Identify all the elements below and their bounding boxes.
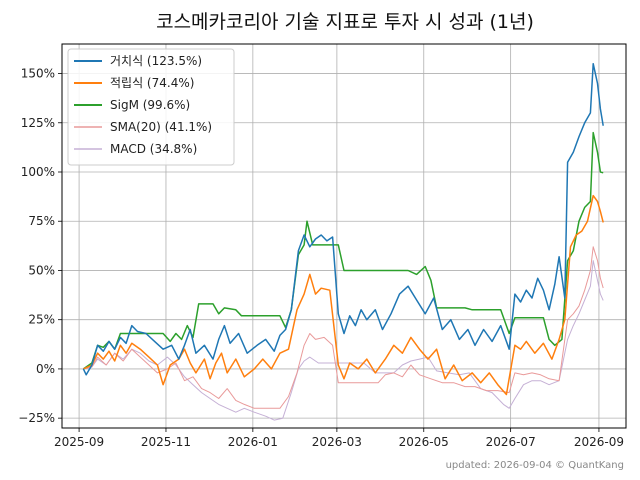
chart-title: 코스메카코리아 기술 지표로 투자 시 성과 (1년) (156, 11, 534, 33)
y-axis-ticks: −25% 0% 25% 50% 75% 100% 125% 150% (18, 67, 62, 425)
x-tick-label: 2026-07 (486, 435, 536, 449)
y-tick-label: 0% (36, 362, 55, 376)
x-tick-label: 2026-01 (228, 435, 278, 449)
legend-label-4: MACD (34.8%) (110, 142, 197, 156)
x-tick-label: 2025-09 (54, 435, 104, 449)
legend-label-3: SMA(20) (41.1%) (110, 120, 212, 134)
footer-credit: updated: 2026-09-04 © QuantKang (446, 460, 624, 471)
series-line-0 (82, 62, 604, 376)
y-tick-label: 75% (28, 214, 55, 228)
legend-label-2: SigM (99.6%) (110, 98, 190, 112)
y-tick-label: 150% (21, 67, 55, 81)
series-line-2 (82, 131, 604, 370)
y-tick-label: 100% (21, 165, 55, 179)
y-tick-label: 25% (28, 313, 55, 327)
legend-label-0: 거치식 (123.5%) (110, 54, 202, 68)
x-tick-label: 2026-05 (399, 435, 449, 449)
legend-label-1: 적립식 (74.4%) (110, 76, 194, 90)
legend: 거치식 (123.5%) 적립식 (74.4%) SigM (99.6%) SMA(2… (67, 48, 235, 166)
x-tick-label: 2026-03 (312, 435, 362, 449)
series-line-1 (83, 194, 604, 396)
x-tick-label: 2026-09 (574, 435, 624, 449)
y-tick-label: 50% (28, 263, 55, 277)
y-tick-label: −25% (18, 411, 55, 425)
x-tick-label: 2025-11 (141, 435, 191, 449)
x-axis-ticks: 2025-09 2025-11 2026-01 2026-03 2026-05 2026-… (54, 428, 624, 449)
plot-frame (61, 43, 627, 429)
series-lines (82, 62, 604, 421)
y-tick-label: 125% (21, 116, 55, 130)
legend-box (67, 48, 235, 166)
